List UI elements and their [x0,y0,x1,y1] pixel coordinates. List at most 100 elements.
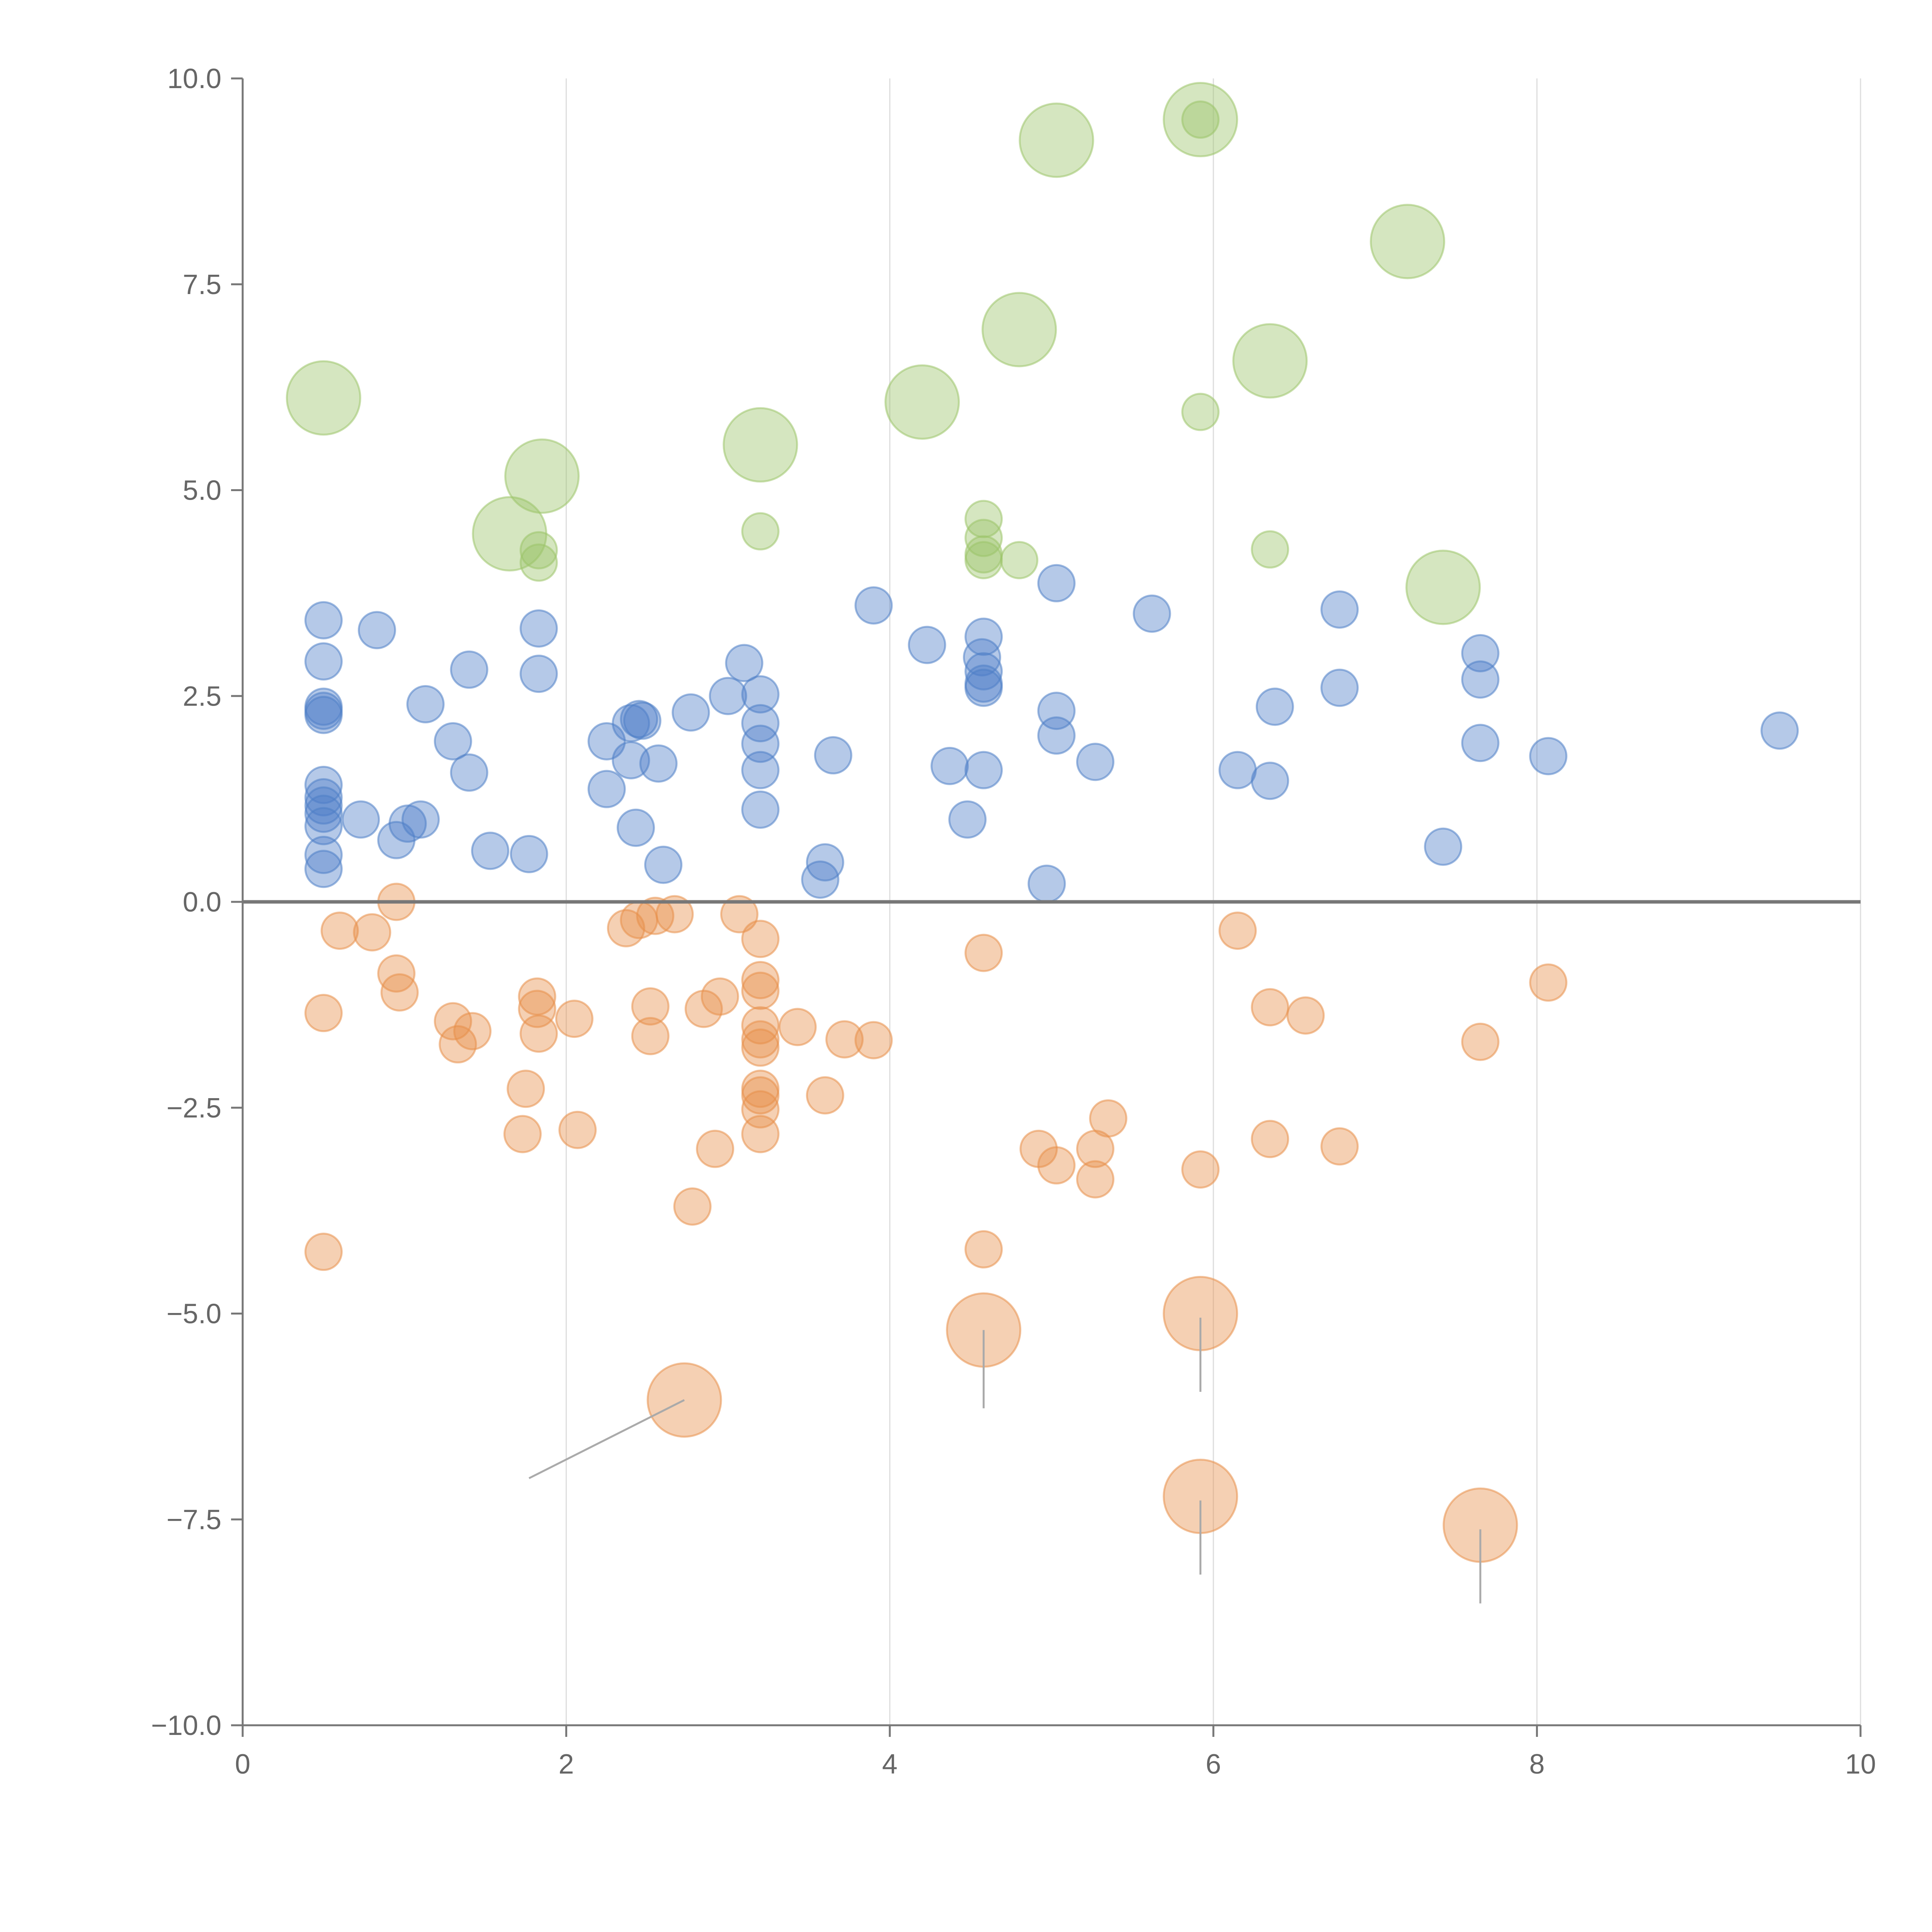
orange-point-51 [1251,988,1289,1027]
x-tick-label-0: 0 [235,1749,250,1780]
blue-point-37 [741,675,780,714]
blue-point-23 [519,609,558,648]
orange-point-15 [555,1000,594,1038]
data-points [286,82,1799,1563]
orange-point-10 [503,1115,542,1153]
green-point-0 [519,531,558,570]
orange-point-5 [377,954,416,993]
x-axis-ticks: 0 2 4 6 8 10 [235,1725,1876,1780]
blue-point-50 [964,617,1003,656]
blue-point-1 [304,642,343,681]
blue-point-40 [741,751,780,789]
orange-point-48 [1089,1099,1128,1138]
green-large-point-5 [981,292,1057,367]
blue-point-9 [304,807,343,845]
orange-point-37 [741,1115,780,1153]
blue-point-48 [948,800,987,839]
green-large-point-8 [1232,323,1308,399]
blue-point-6 [304,778,343,816]
green-point-8 [1181,393,1220,431]
blue-point-5 [304,765,343,804]
orange-point-30 [741,971,780,1010]
orange-point-23 [673,1187,712,1226]
orange-point-24 [684,990,723,1028]
orange-point-52 [1251,1120,1289,1158]
blue-point-41 [741,790,780,829]
orange-point-1 [304,1233,343,1271]
y-tick-label-4: 0.0 [183,887,221,918]
y-axis-ticks: 10.0 7.5 5.0 2.5 0.0 −2.5 −5.0 −7.5 −10.0 [151,63,243,1741]
orange-point-29 [741,961,780,999]
orange-point-41 [854,1021,893,1060]
blue-point-53 [964,668,1003,707]
orange-point-53 [1286,996,1325,1035]
blue-point-33 [644,845,683,884]
green-point-4 [964,519,1003,557]
green-large-point-10 [1405,549,1481,625]
blue-point-38 [741,704,780,743]
blue-point-32 [639,744,678,783]
green-point-7 [1000,541,1039,580]
leader-line-0 [528,1399,685,1479]
orange-point-40 [825,1020,864,1059]
blue-point-28 [612,741,650,779]
y-tick-label-5: −2.5 [167,1093,221,1124]
orange-point-27 [720,895,759,934]
blue-point-58 [1037,716,1076,755]
blue-point-19 [450,753,488,792]
blue-point-36 [725,644,764,682]
green-large-point-6 [1019,102,1094,178]
blue-point-12 [342,800,380,839]
blue-point-22 [510,835,548,873]
orange-point-9 [453,1012,492,1051]
blue-point-45 [854,586,893,625]
blue-point-30 [620,700,658,738]
blue-point-16 [401,800,440,839]
orange-point-43 [964,1230,1003,1269]
orange-point-7 [434,1002,472,1041]
orange-point-26 [701,977,739,1016]
blue-point-0 [304,601,343,639]
orange-point-8 [439,1025,477,1064]
green-point-10 [1181,100,1220,139]
blue-point-63 [1255,687,1294,726]
blue-point-54 [964,751,1003,789]
blue-point-70 [1529,737,1568,776]
orange-point-50 [1218,912,1257,950]
blue-point-35 [709,677,747,715]
x-tick-label-2: 4 [882,1749,898,1780]
green-large-point-2 [504,438,580,514]
y-tick-label-2: 5.0 [183,475,221,506]
orange-point-22 [655,895,694,934]
orange-point-25 [696,1129,735,1168]
blue-point-59 [1076,743,1115,781]
blue-point-69 [1461,724,1500,762]
blue-point-71 [1760,711,1799,750]
orange-point-0 [304,994,343,1032]
orange-point-19 [631,987,670,1026]
green-large-point-0 [286,360,361,436]
blue-point-55 [1027,864,1066,903]
blue-point-51 [964,652,1003,690]
orange-point-20 [631,1017,670,1055]
x-tick-label-5: 10 [1845,1749,1876,1780]
blue-point-34 [672,693,710,732]
y-tick-label-3: 2.5 [183,681,221,712]
blue-point-47 [930,747,969,785]
orange-point-39 [806,1076,844,1115]
blue-point-18 [434,722,472,760]
y-tick-label-1: 7.5 [183,269,221,300]
orange-point-32 [741,1020,780,1059]
blue-point-65 [1320,668,1359,707]
blue-point-60 [1133,594,1171,633]
leader-lines [528,1318,1481,1604]
orange-point-14 [519,1014,558,1053]
blue-point-17 [406,685,445,724]
orange-point-47 [1076,1160,1115,1199]
orange-point-38 [778,1008,817,1046]
blue-point-46 [908,626,946,664]
orange-point-3 [353,913,391,952]
blue-point-21 [471,832,510,870]
y-tick-label-0: 10.0 [167,63,221,94]
blue-point-20 [450,650,488,689]
